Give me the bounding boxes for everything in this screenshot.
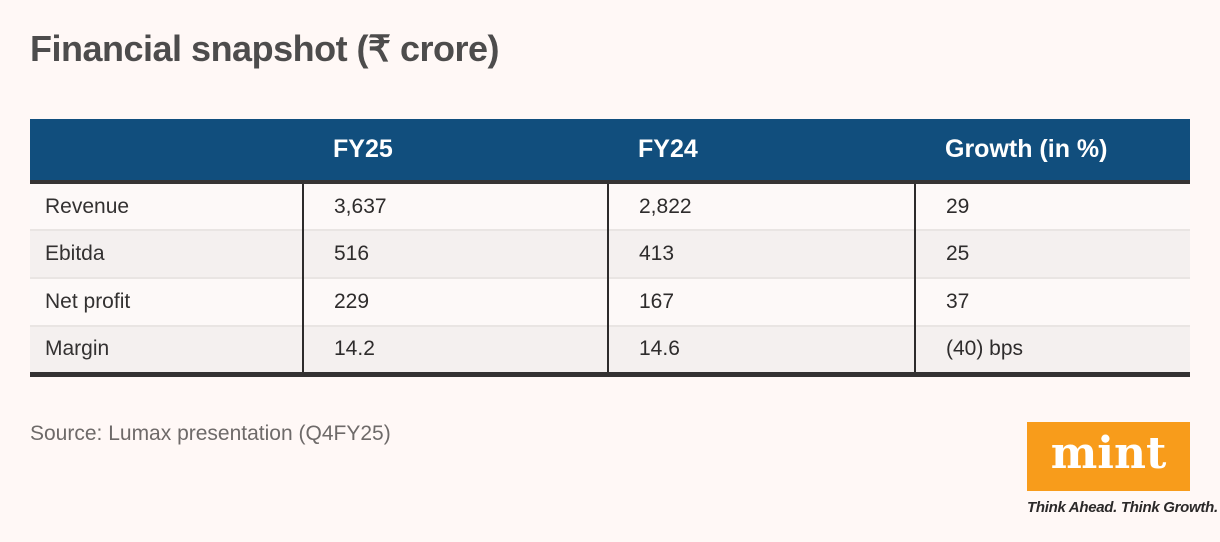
cell-fy25: 516 [302,229,608,278]
column-header-fy25: FY25 [303,119,608,184]
cell-growth: 29 [914,182,1190,230]
table-header: FY25 FY24 Growth (in %) [30,119,1190,184]
cell-fy25: 229 [302,277,608,326]
cell-fy25: 14.2 [302,325,608,377]
cell-fy25: 3,637 [302,182,608,230]
mint-tagline: Think Ahead. Think Growth. [1027,499,1218,516]
row-label: Revenue [45,194,130,218]
cell-growth: 25 [914,229,1190,278]
row-label: Net profit [30,277,303,326]
cell-fy24: 2,822 [607,182,915,230]
source-note: Source: Lumax presentation (Q4FY25) [30,422,391,445]
table-row: Margin 14.2 14.6 (40) bps [30,325,1190,377]
cell-fy24: 413 [607,229,915,278]
column-header-metric [30,119,303,184]
mint-logo-text: mint [1050,427,1167,479]
column-header-fy24: FY24 [608,119,915,184]
cell-growth: 37 [914,277,1190,326]
cell-fy24: 167 [607,277,915,326]
table-row: Revenue 3,637 2,822 29 [30,182,1190,230]
mint-branding: mint Think Ahead. Think Growth. [1027,422,1218,516]
row-label: Margin [30,325,303,377]
row-label: Ebitda [30,229,303,278]
cell-fy24: 14.6 [607,325,915,377]
table-row: Ebitda 516 413 25 [30,229,1190,278]
table-row: Net profit 229 167 37 [30,277,1190,326]
page-title: Financial snapshot (₹ crore) [30,28,500,69]
column-header-growth: Growth (in %) [915,119,1190,184]
cell-growth: (40) bps [914,325,1190,377]
table-header-row: FY25 FY24 Growth (in %) [30,119,1190,184]
mint-logo: mint [1027,422,1190,491]
financial-table: FY25 FY24 Growth (in %) Revenue 3,637 2,… [30,119,1190,377]
